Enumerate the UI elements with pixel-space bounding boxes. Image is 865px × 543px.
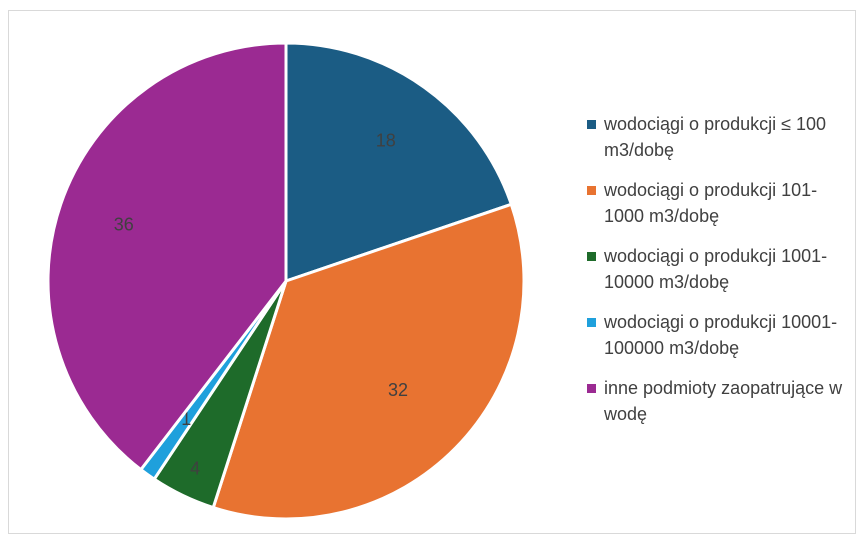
legend-label: wodociągi o produkcji ≤ 100 m3/dobę xyxy=(604,114,827,160)
legend-label: inne podmioty zaopatrujące w wodę xyxy=(604,378,843,424)
legend-swatch xyxy=(587,384,596,393)
data-label: 36 xyxy=(114,215,134,235)
chart-area: 18 32 4 1 36 wodociągi o produkcji ≤ 100 m3/… xyxy=(8,10,856,534)
legend: wodociągi o produkcji ≤ 100 m3/dobę wodo… xyxy=(587,111,857,441)
legend-label: wodociągi o produkcji 101-1000 m3/dobę xyxy=(604,180,818,226)
legend-label: wodociągi o produkcji 10001-100000 m3/do… xyxy=(604,312,838,358)
legend-item: wodociągi o produkcji 101-1000 m3/dobę xyxy=(587,177,857,229)
data-label: 1 xyxy=(181,409,191,429)
legend-item: inne podmioty zaopatrujące w wodę xyxy=(587,375,857,427)
legend-swatch xyxy=(587,186,596,195)
legend-label: wodociągi o produkcji 1001-10000 m3/dobę xyxy=(604,246,828,292)
legend-swatch xyxy=(587,318,596,327)
legend-swatch xyxy=(587,252,596,261)
data-label: 32 xyxy=(388,380,408,400)
legend-item: wodociągi o produkcji 1001-10000 m3/dobę xyxy=(587,243,857,295)
pie-slice xyxy=(284,41,513,283)
pie-chart: 18 32 4 1 36 xyxy=(46,41,526,521)
legend-swatch xyxy=(587,120,596,129)
pie-slice xyxy=(211,202,526,521)
legend-item: wodociągi o produkcji ≤ 100 m3/dobę xyxy=(587,111,857,163)
data-label: 18 xyxy=(376,130,396,150)
legend-item: wodociągi o produkcji 10001-100000 m3/do… xyxy=(587,309,857,361)
pie-slice xyxy=(46,41,288,472)
data-label: 4 xyxy=(190,458,200,478)
